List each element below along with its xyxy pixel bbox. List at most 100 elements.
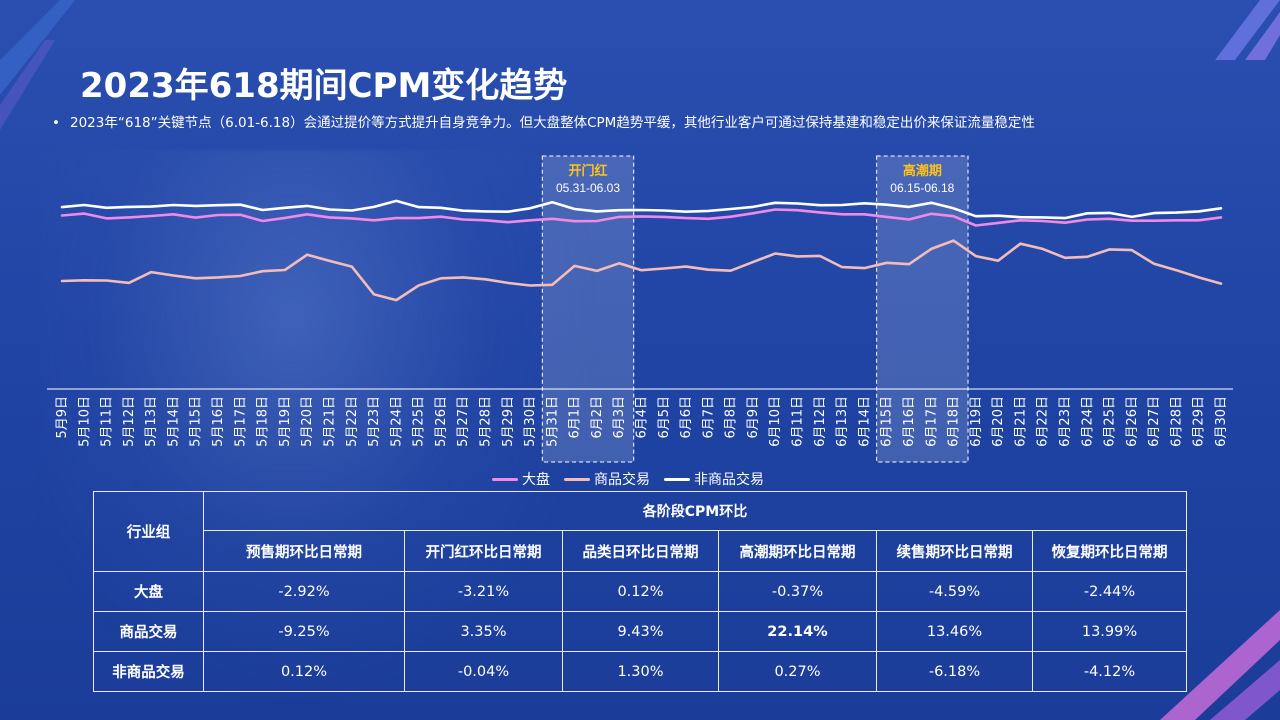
legend-label-feishangpin: 非商品交易 [694,472,764,488]
highlight-layer: 开门红 05.31-06.03 高潮期 06.15-06.18 [541,155,969,463]
x-tick-label: 5月24日 [389,396,404,447]
x-tick-label: 5月21日 [322,396,337,447]
table-row-label: 非商品交易 [93,651,204,692]
highlight-range: 06.15-06.18 [890,181,954,195]
x-tick-label: 5月18日 [256,396,271,447]
table-cell: -0.37% [718,571,877,612]
x-tick-label: 6月9日 [746,396,761,439]
legend-label-shangpin: 商品交易 [594,472,650,488]
x-tick-label: 6月27日 [1147,396,1162,447]
x-tick-label: 6月24日 [1080,396,1095,447]
series-line-0 [60,208,1223,227]
legend-label-dapan: 大盘 [522,472,550,488]
legend-item-dapan: 大盘 [492,469,550,489]
x-tick-label: 6月30日 [1214,396,1229,447]
x-tick-label: 6月21日 [1013,396,1028,447]
table-header-row-1: 行业组 各阶段CPM环比 [93,491,1187,572]
series-layer [60,199,1223,302]
x-tick-label: 5月12日 [122,396,137,447]
page-title: 2023年618期间CPM变化趋势 [80,66,568,106]
x-tick-label: 6月22日 [1036,396,1051,447]
table-col-header: 续售期环比日常期 [876,530,1033,572]
x-tick-label: 5月22日 [345,396,360,447]
x-tick-label: 6月29日 [1192,396,1207,447]
x-tick-label: 6月3日 [612,396,627,439]
table-cell: -4.12% [1032,651,1187,692]
x-tick-label: 5月30日 [523,396,538,447]
decor-stripe-top-right [1215,0,1280,60]
x-tick-label: 6月4日 [635,396,650,439]
table-header-row-2: 预售期环比日常期 开门红环比日常期 品类日环比日常期 高潮期环比日常期 续售期环… [94,530,1187,572]
table-cell: -3.21% [404,571,563,612]
table-row-label: 大盘 [93,571,204,612]
table-col-header: 品类日环比日常期 [562,530,719,572]
x-tick-label: 5月14日 [166,396,181,447]
x-tick-label: 5月17日 [233,396,248,447]
x-tick-label: 6月1日 [568,396,583,439]
x-tick-label: 5月15日 [189,396,204,447]
x-tick-label: 5月27日 [456,396,471,447]
x-tick-label: 5月28日 [478,396,493,447]
x-tick-label: 6月20日 [991,396,1006,447]
table-cell-highlighted: 22.14% [718,611,877,652]
table-cell: -4.59% [876,571,1033,612]
table-cell: 1.30% [562,651,719,692]
table-cell: 3.35% [404,611,563,652]
table-row: 大盘 -2.92% -3.21% 0.12% -0.37% -4.59% -2.… [93,571,1187,612]
x-tick-label: 6月15日 [880,396,895,447]
x-tick-label: 5月29日 [501,396,516,447]
table-col-header: 恢复期环比日常期 [1032,530,1187,572]
table-cell: 0.27% [718,651,877,692]
table-row: 商品交易 -9.25% 3.35% 9.43% 22.14% 13.46% 13… [93,611,1187,652]
series-line-2 [60,199,1223,220]
x-tick-label: 5月11日 [100,396,115,447]
table-cell: -0.04% [404,651,563,692]
table-col-header: 高潮期环比日常期 [718,530,877,572]
table-col-header: 预售期环比日常期 [203,530,405,572]
subtitle-text: 2023年“618”关键节点（6.01-6.18）会通过提价等方式提升自身竞争力… [70,115,1035,131]
x-tick-label: 6月7日 [701,396,716,439]
table-row-label: 商品交易 [93,611,204,652]
series-line-1 [60,239,1223,302]
legend-item-feishangpin: 非商品交易 [664,469,764,489]
legend-item-shangpin: 商品交易 [564,469,650,489]
x-tick-label: 6月6日 [679,396,694,439]
table-col-header: 开门红环比日常期 [404,530,563,572]
x-tick-label: 6月16日 [902,396,917,447]
highlight-label: 高潮期 [903,163,942,179]
x-tick-label: 6月23日 [1058,396,1073,447]
bullet-dot: • [52,115,60,131]
x-tick-labels: 5月9日 5月10日 5月11日 5月12日 5月13日 5月14日 5月15日 5月16日 5… [55,396,1229,447]
table-cell: -9.25% [203,611,405,652]
table-cell: 13.99% [1032,611,1187,652]
table-cell: 0.12% [203,651,405,692]
table-cell: -2.92% [203,571,405,612]
x-tick-label: 6月11日 [791,396,806,447]
x-tick-label: 5月13日 [144,396,159,447]
highlight-label: 开门红 [568,163,607,179]
x-tick-label: 6月8日 [724,396,739,439]
table-cell: -6.18% [876,651,1033,692]
x-tick-label: 6月28日 [1169,396,1184,447]
x-tick-label: 5月10日 [77,396,92,447]
x-tick-label: 5月19日 [278,396,293,447]
table-cell: 13.46% [876,611,1033,652]
x-tick-label: 6月5日 [657,396,672,439]
highlight-band-0: 开门红 05.31-06.03 [541,155,635,463]
decor-stripe-left [0,0,75,130]
x-tick-label: 6月2日 [590,396,605,439]
cpm-ratio-table: 行业组 各阶段CPM环比 预售期环比日常期 开门红环比日常期 品类日环比日常期 … [93,491,1187,692]
x-tick-label: 5月31日 [545,396,560,447]
x-tick-label: 6月10日 [768,396,783,447]
x-tick-label: 5月25日 [412,396,427,447]
legend-swatch-shangpin [564,477,590,481]
x-tick-label: 6月13日 [835,396,850,447]
x-tick-label: 6月19日 [969,396,984,447]
x-tick-label: 5月26日 [434,396,449,447]
x-tick-label: 6月17日 [924,396,939,447]
x-tick-label: 6月25日 [1103,396,1118,447]
x-tick-label: 6月26日 [1125,396,1140,447]
x-tick-label: 5月9日 [55,396,70,439]
table-row-header: 行业组 [93,491,204,572]
